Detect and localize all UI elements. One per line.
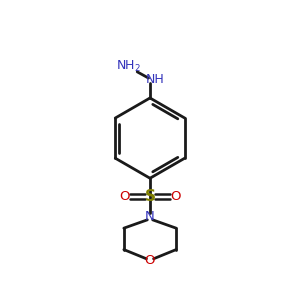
Text: O: O xyxy=(145,254,155,267)
Text: N: N xyxy=(145,210,155,224)
Text: O: O xyxy=(119,190,130,203)
Text: S: S xyxy=(145,189,155,204)
Text: NH: NH xyxy=(146,74,165,86)
Text: NH$_2$: NH$_2$ xyxy=(116,59,141,74)
Text: O: O xyxy=(170,190,181,203)
